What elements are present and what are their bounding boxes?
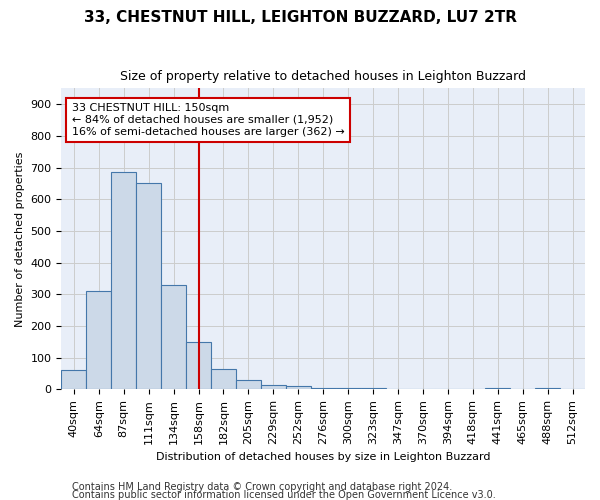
- Bar: [236, 380, 261, 390]
- Title: Size of property relative to detached houses in Leighton Buzzard: Size of property relative to detached ho…: [120, 70, 526, 83]
- Text: Contains HM Land Registry data © Crown copyright and database right 2024.: Contains HM Land Registry data © Crown c…: [72, 482, 452, 492]
- Bar: [86, 291, 111, 390]
- Bar: [261, 384, 286, 390]
- Bar: [186, 342, 211, 390]
- Bar: [311, 388, 335, 390]
- Bar: [136, 184, 161, 390]
- Y-axis label: Number of detached properties: Number of detached properties: [15, 151, 25, 326]
- Bar: [211, 368, 236, 390]
- Bar: [335, 388, 361, 390]
- Text: Contains public sector information licensed under the Open Government Licence v3: Contains public sector information licen…: [72, 490, 496, 500]
- Text: 33, CHESTNUT HILL, LEIGHTON BUZZARD, LU7 2TR: 33, CHESTNUT HILL, LEIGHTON BUZZARD, LU7…: [83, 10, 517, 25]
- Bar: [485, 388, 510, 390]
- Bar: [161, 285, 186, 390]
- Bar: [111, 172, 136, 390]
- Bar: [286, 386, 311, 390]
- Bar: [61, 370, 86, 390]
- X-axis label: Distribution of detached houses by size in Leighton Buzzard: Distribution of detached houses by size …: [156, 452, 490, 462]
- Bar: [361, 388, 386, 390]
- Bar: [535, 388, 560, 390]
- Text: 33 CHESTNUT HILL: 150sqm
← 84% of detached houses are smaller (1,952)
16% of sem: 33 CHESTNUT HILL: 150sqm ← 84% of detach…: [72, 104, 344, 136]
